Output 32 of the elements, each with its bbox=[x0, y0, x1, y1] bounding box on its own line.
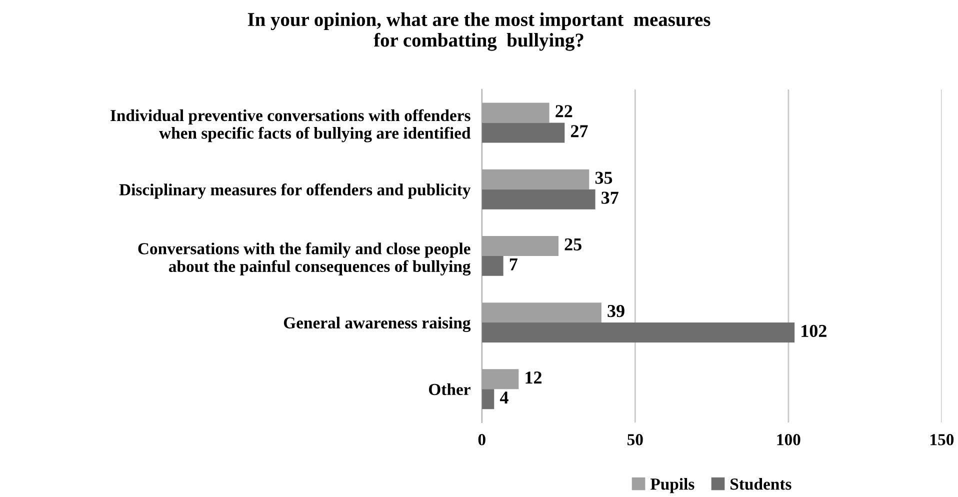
y-tick-label: Disciplinary measures for offenders and publicity bbox=[119, 183, 471, 199]
data-label: 25 bbox=[564, 238, 582, 250]
data-label: 102 bbox=[802, 324, 826, 338]
x-tick-label: 100 bbox=[777, 434, 800, 446]
bar bbox=[482, 369, 519, 390]
data-label: 22 bbox=[556, 105, 572, 118]
y-tick-label: Other bbox=[429, 383, 470, 396]
data-label: 12 bbox=[526, 372, 542, 384]
bar bbox=[482, 189, 596, 210]
bar bbox=[482, 236, 559, 256]
bar bbox=[482, 302, 602, 323]
x-tick-label: 150 bbox=[930, 434, 954, 446]
bar bbox=[482, 322, 795, 343]
x-tick-label: 0 bbox=[478, 434, 486, 446]
y-tick-label: Individual preventive conversations with offenders when specific facts of bullying are identified bbox=[110, 109, 471, 142]
legend-label: Pupils bbox=[650, 478, 694, 494]
data-label: 27 bbox=[570, 125, 588, 138]
bar bbox=[482, 389, 494, 410]
data-label: 39 bbox=[608, 304, 624, 318]
bar bbox=[482, 169, 590, 190]
bar bbox=[482, 102, 550, 123]
bar bbox=[482, 256, 504, 276]
x-tick-label: 50 bbox=[627, 434, 643, 446]
legend-label: Students bbox=[730, 478, 792, 490]
data-label: 35 bbox=[595, 172, 612, 184]
bar bbox=[482, 122, 565, 143]
y-tick-label: Conversations with the family and close people about the painful consequences of bullying bbox=[138, 242, 471, 276]
chart-title: In your opinion, what are the most important measures for combatting bullying? bbox=[248, 12, 710, 51]
data-label: 37 bbox=[602, 192, 618, 204]
y-tick-label: General awareness raising bbox=[284, 316, 471, 332]
data-label: 7 bbox=[510, 258, 518, 270]
data-label: 4 bbox=[500, 392, 508, 404]
